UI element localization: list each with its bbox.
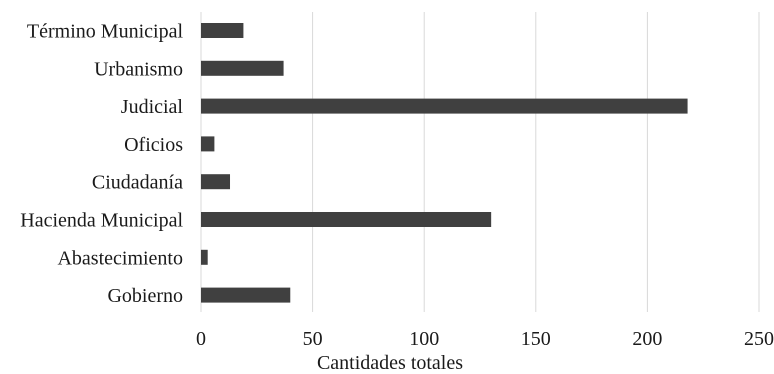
category-label: Judicial <box>121 96 184 118</box>
x-tick-label: 250 <box>744 328 774 350</box>
bar <box>201 287 291 303</box>
bar <box>201 174 231 190</box>
category-label: Hacienda Municipal <box>20 210 183 232</box>
bar <box>201 98 688 114</box>
category-label: Término Municipal <box>27 21 184 43</box>
category-label: Gobierno <box>107 285 183 307</box>
bars <box>201 23 688 303</box>
bar <box>201 212 492 227</box>
bar <box>201 249 208 265</box>
category-labels: Término Municipal Urbanismo Judicial Oficio… <box>20 21 183 308</box>
category-label: Oficios <box>124 134 183 156</box>
x-tick-label: 50 <box>303 328 323 350</box>
x-tick-label: 150 <box>521 328 551 350</box>
category-label: Urbanismo <box>94 58 183 80</box>
x-axis-title: Cantidades totales <box>317 352 463 374</box>
bar <box>201 23 244 38</box>
x-tick-label: 100 <box>409 328 439 350</box>
bar <box>201 136 215 152</box>
x-tick-label: 0 <box>196 328 206 350</box>
x-tick-labels: 0 50 100 150 200 250 <box>196 328 774 350</box>
x-tick-label: 200 <box>632 328 662 350</box>
gridlines <box>200 12 760 312</box>
category-label: Abastecimiento <box>57 247 183 269</box>
category-label: Ciudadanía <box>92 172 183 194</box>
bar <box>201 60 284 76</box>
